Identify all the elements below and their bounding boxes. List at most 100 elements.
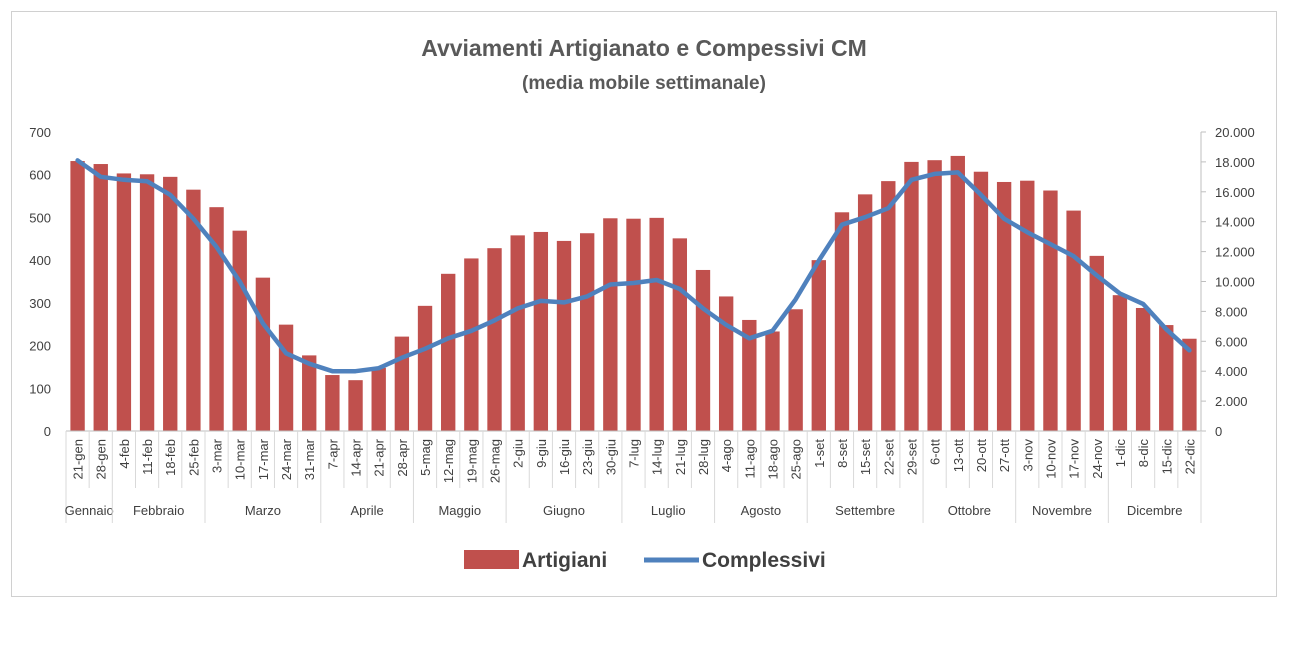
bar-artigiani	[371, 367, 386, 431]
month-label: Ottobre	[948, 503, 991, 518]
x-tick-label: 18-feb	[163, 439, 178, 476]
x-tick-label: 29-set	[904, 439, 919, 476]
x-tick-label: 13-ott	[951, 439, 966, 473]
bar-artigiani	[417, 305, 433, 431]
x-tick-label: 1-dic	[1113, 439, 1128, 468]
x-tick-label: 25-feb	[186, 439, 201, 476]
x-tick-label: 15-dic	[1159, 439, 1174, 475]
month-label: Gennaio	[65, 503, 114, 518]
bar-artigiani	[857, 194, 873, 431]
x-tick-label: 1-set	[812, 439, 827, 468]
month-label: Novembre	[1032, 503, 1092, 518]
bar-artigiani	[278, 324, 294, 431]
bar-artigiani	[255, 277, 271, 431]
x-tick-label: 7-apr	[325, 438, 340, 469]
bar-artigiani	[834, 212, 850, 431]
x-tick-label: 5-mag	[418, 439, 433, 476]
bars-group	[70, 155, 1197, 432]
bar-artigiani	[788, 309, 803, 431]
bar-artigiani	[695, 269, 711, 431]
chart-frame: Avviamenti Artigianato e Compessivi CM (…	[11, 11, 1277, 597]
x-tick-label: 2-giu	[511, 439, 526, 468]
x-tick-label: 24-nov	[1090, 439, 1105, 479]
bar-artigiani	[139, 174, 155, 431]
x-tick-label: 21-gen	[71, 439, 86, 479]
x-tick-label: 7-lug	[627, 439, 642, 468]
x-tick-label: 31-mar	[302, 438, 317, 480]
y-left-tick-label: 300	[29, 296, 51, 311]
x-tick-label: 20-ott	[974, 439, 989, 473]
bar-artigiani	[603, 218, 618, 431]
month-label: Agosto	[741, 503, 781, 518]
y-right-tick-label: 12.000	[1215, 245, 1255, 260]
bar-artigiani	[973, 171, 989, 431]
bar-artigiani	[1112, 295, 1128, 431]
y-right-tick-label: 10.000	[1215, 275, 1255, 290]
x-tick-label: 28-gen	[94, 439, 109, 479]
chart-subtitle: (media mobile settimanale)	[522, 73, 766, 94]
bar-artigiani	[70, 161, 85, 431]
month-label: Dicembre	[1127, 503, 1183, 518]
bar-artigiani	[163, 176, 178, 431]
x-tick-label: 8-dic	[1136, 439, 1151, 468]
bar-artigiani	[950, 155, 965, 432]
bar-artigiani	[579, 233, 595, 431]
bar-artigiani	[811, 260, 826, 431]
y-left-tick-label: 0	[44, 424, 51, 439]
bar-artigiani	[209, 207, 224, 431]
x-tick-label: 27-ott	[997, 439, 1012, 473]
bar-artigiani	[1182, 338, 1197, 431]
bar-artigiani	[927, 160, 942, 432]
y-left-tick-label: 400	[29, 253, 51, 268]
x-tick-label: 12-mag	[441, 439, 456, 483]
x-tick-label: 17-nov	[1067, 439, 1082, 479]
x-tick-label: 23-giu	[580, 439, 595, 475]
month-label: Giugno	[543, 503, 585, 518]
bar-artigiani	[556, 240, 572, 431]
x-tick-label: 9-giu	[534, 439, 549, 468]
month-label: Luglio	[651, 503, 686, 518]
x-tick-label: 24-mar	[279, 438, 294, 480]
bar-artigiani	[881, 181, 896, 431]
y-left-tick-label: 200	[29, 339, 51, 354]
bar-artigiani	[116, 173, 132, 431]
y-right-tick-label: 2.000	[1215, 394, 1248, 409]
y-right-tick-label: 16.000	[1215, 185, 1255, 200]
x-tick-label: 16-giu	[557, 439, 572, 475]
month-label: Aprile	[350, 503, 383, 518]
axes-group: 0 100 200 300 400 500 600 700 0 2.000 4.000 6.000 8.…	[29, 125, 1255, 488]
x-tick-label: 11-feb	[140, 439, 155, 475]
x-tick-label: 21-lug	[673, 439, 688, 475]
x-tick-label: 11-ago	[742, 439, 757, 479]
y-left-tick-label: 700	[29, 125, 51, 140]
x-tick-label: 17-mar	[256, 438, 271, 480]
x-tick-label: 22-dic	[1182, 439, 1197, 475]
x-tick-label: 10-mar	[233, 438, 248, 480]
y-right-tick-label: 4.000	[1215, 364, 1248, 379]
chart-title: Avviamenti Artigianato e Compessivi CM	[421, 35, 867, 61]
x-tick-label: 19-mag	[464, 439, 479, 483]
x-labels-group: 21-gen 28-gen 4-feb 11-feb 18-feb 25-feb 3-mar…	[71, 438, 1198, 483]
chart-svg: Avviamenti Artigianato e Compessivi CM (…	[29, 35, 1255, 572]
bar-artigiani	[1089, 255, 1104, 431]
bar-artigiani	[186, 189, 201, 431]
x-tick-label: 25-ago	[789, 439, 804, 479]
x-tick-label: 14-apr	[349, 438, 364, 476]
bar-artigiani	[232, 230, 247, 431]
bar-artigiani	[394, 336, 410, 431]
x-tick-label: 28-apr	[395, 438, 410, 476]
legend-label-complessivi: Complessivi	[702, 549, 826, 572]
bar-artigiani	[904, 161, 919, 431]
bar-artigiani	[742, 319, 757, 431]
x-tick-label: 8-set	[835, 439, 850, 468]
bar-artigiani	[325, 375, 340, 431]
bar-artigiani	[348, 380, 363, 431]
bar-artigiani	[93, 164, 108, 432]
bar-artigiani	[1135, 307, 1151, 431]
x-tick-label: 3-nov	[1020, 439, 1035, 472]
y-right-tick-label: 18.000	[1215, 155, 1255, 170]
bar-artigiani	[649, 217, 664, 431]
x-tick-label: 4-feb	[117, 439, 132, 469]
bar-artigiani	[672, 238, 688, 431]
y-right-tick-label: 8.000	[1215, 304, 1248, 319]
